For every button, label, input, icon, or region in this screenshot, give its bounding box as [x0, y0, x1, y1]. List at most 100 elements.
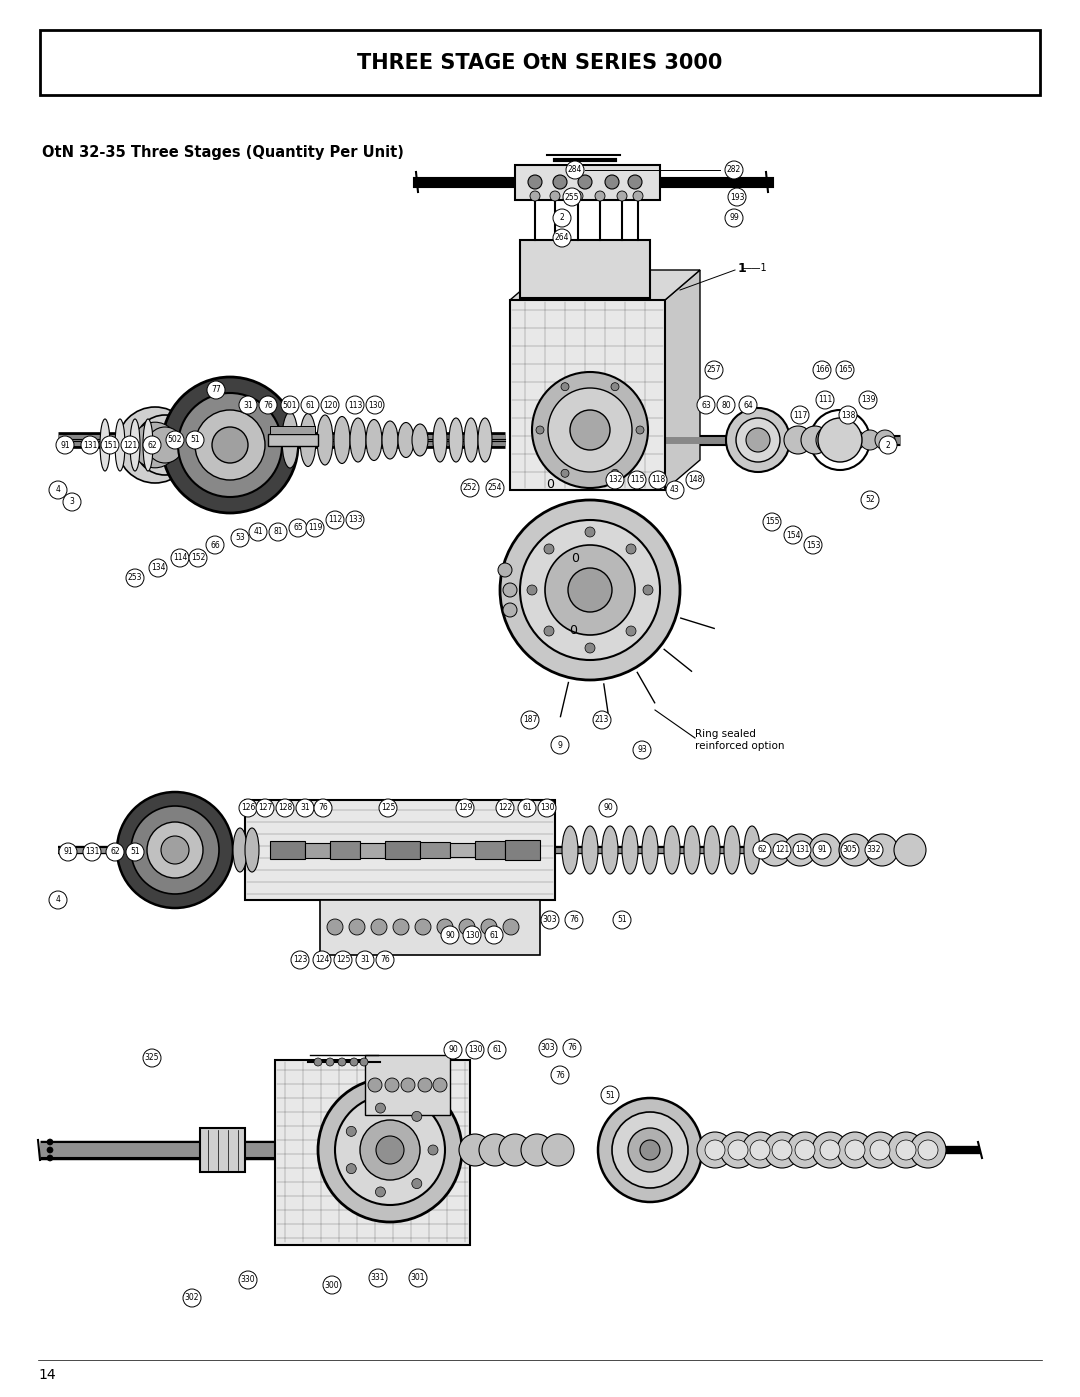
- Text: 131: 131: [85, 848, 99, 856]
- Circle shape: [561, 469, 569, 478]
- Ellipse shape: [684, 826, 700, 875]
- Circle shape: [636, 426, 644, 434]
- Circle shape: [686, 471, 704, 489]
- Text: 284: 284: [568, 165, 582, 175]
- Circle shape: [418, 1078, 432, 1092]
- Text: 153: 153: [806, 541, 820, 549]
- Text: 31: 31: [300, 803, 310, 813]
- Circle shape: [532, 372, 648, 488]
- Bar: [519, 240, 650, 298]
- Circle shape: [465, 1041, 484, 1059]
- Circle shape: [313, 951, 330, 970]
- Circle shape: [862, 1132, 897, 1168]
- Text: 193: 193: [730, 193, 744, 201]
- Circle shape: [346, 395, 364, 414]
- Circle shape: [565, 911, 583, 929]
- Circle shape: [563, 189, 581, 205]
- Circle shape: [366, 395, 384, 414]
- Circle shape: [369, 1268, 387, 1287]
- Circle shape: [347, 1126, 356, 1136]
- Circle shape: [875, 430, 895, 450]
- Circle shape: [795, 1140, 815, 1160]
- Circle shape: [488, 1041, 507, 1059]
- Text: 66: 66: [211, 541, 220, 549]
- Text: 131: 131: [795, 845, 809, 855]
- Circle shape: [539, 1039, 557, 1058]
- Text: OtN 32-35 Three Stages (Quantity Per Unit): OtN 32-35 Three Stages (Quantity Per Uni…: [42, 144, 404, 159]
- Bar: [450, 842, 475, 856]
- Text: 51: 51: [605, 1091, 615, 1099]
- Text: 76: 76: [380, 956, 390, 964]
- Circle shape: [207, 381, 225, 400]
- Circle shape: [544, 626, 554, 636]
- Bar: [320, 900, 540, 956]
- Text: 3: 3: [69, 497, 75, 507]
- Circle shape: [147, 821, 203, 877]
- Circle shape: [720, 1132, 756, 1168]
- Text: 305: 305: [842, 845, 858, 855]
- Text: 91: 91: [60, 440, 70, 450]
- Bar: [200, 1127, 245, 1172]
- Circle shape: [697, 1132, 733, 1168]
- Circle shape: [239, 799, 257, 817]
- Text: 165: 165: [838, 366, 852, 374]
- Circle shape: [195, 409, 265, 481]
- Text: 154: 154: [786, 531, 800, 539]
- Circle shape: [739, 395, 757, 414]
- Circle shape: [481, 919, 497, 935]
- Text: 121: 121: [774, 845, 789, 855]
- Circle shape: [845, 430, 865, 450]
- Text: 121: 121: [123, 440, 137, 450]
- Circle shape: [306, 520, 324, 536]
- Circle shape: [372, 919, 387, 935]
- Circle shape: [553, 210, 571, 226]
- Circle shape: [894, 834, 926, 866]
- Ellipse shape: [411, 425, 428, 455]
- Bar: [365, 1055, 450, 1115]
- Circle shape: [360, 1120, 420, 1180]
- Circle shape: [813, 841, 831, 859]
- Circle shape: [764, 1132, 800, 1168]
- Circle shape: [338, 1058, 346, 1066]
- Circle shape: [742, 1132, 778, 1168]
- Text: 99: 99: [729, 214, 739, 222]
- Circle shape: [548, 388, 632, 472]
- Circle shape: [117, 792, 233, 908]
- Circle shape: [183, 1289, 201, 1308]
- Text: 187: 187: [523, 715, 537, 725]
- Circle shape: [801, 426, 829, 454]
- Circle shape: [428, 1146, 438, 1155]
- Circle shape: [784, 834, 816, 866]
- Text: 130: 130: [368, 401, 382, 409]
- Ellipse shape: [642, 826, 658, 875]
- Circle shape: [521, 711, 539, 729]
- Circle shape: [519, 520, 660, 659]
- Circle shape: [818, 418, 862, 462]
- Circle shape: [376, 1187, 386, 1197]
- Circle shape: [441, 926, 459, 944]
- Circle shape: [666, 481, 684, 499]
- Ellipse shape: [449, 418, 463, 462]
- Text: 81: 81: [273, 528, 283, 536]
- Text: 119: 119: [308, 524, 322, 532]
- Circle shape: [627, 471, 646, 489]
- Text: 61: 61: [306, 401, 314, 409]
- Text: 41: 41: [253, 528, 262, 536]
- Circle shape: [496, 799, 514, 817]
- Text: 282: 282: [727, 165, 741, 175]
- Ellipse shape: [114, 419, 125, 471]
- Text: 111: 111: [818, 395, 832, 405]
- Circle shape: [335, 1095, 445, 1206]
- Bar: [268, 434, 318, 446]
- Circle shape: [841, 841, 859, 859]
- Circle shape: [530, 191, 540, 201]
- Circle shape: [456, 799, 474, 817]
- Text: 2: 2: [886, 440, 890, 450]
- Text: 122: 122: [498, 803, 512, 813]
- Bar: [275, 1060, 470, 1245]
- Circle shape: [598, 1098, 702, 1201]
- Ellipse shape: [704, 826, 720, 875]
- Circle shape: [726, 408, 789, 472]
- Bar: [245, 800, 555, 900]
- Circle shape: [839, 834, 870, 866]
